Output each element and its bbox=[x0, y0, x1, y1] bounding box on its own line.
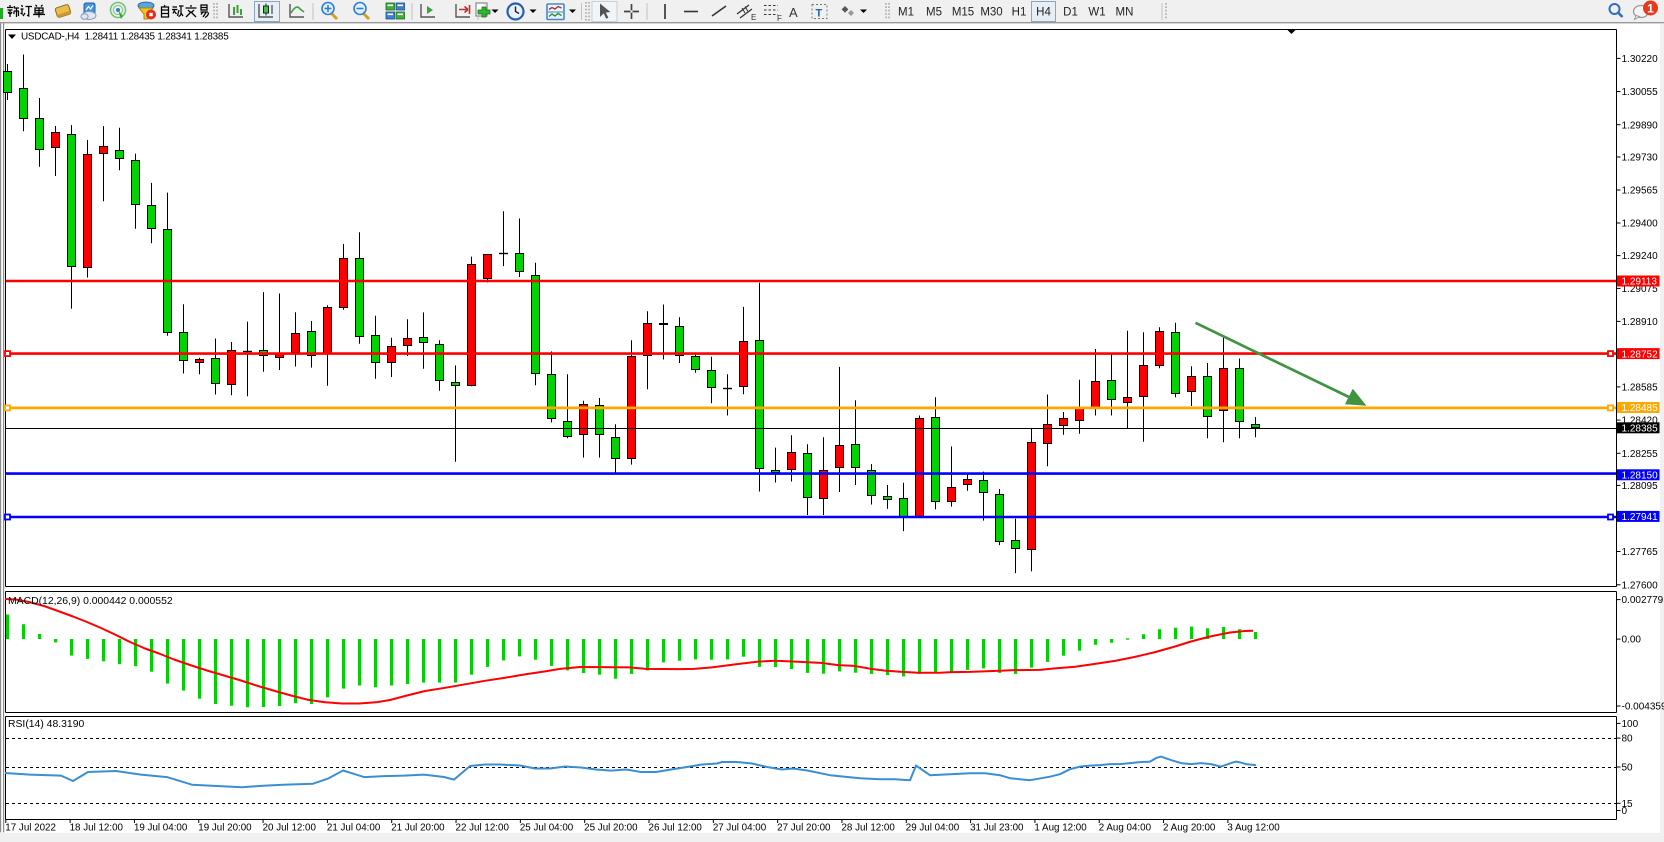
svg-text:3 Aug 12:00: 3 Aug 12:00 bbox=[1227, 823, 1280, 834]
svg-text:1 Aug 12:00: 1 Aug 12:00 bbox=[1034, 823, 1087, 834]
svg-text:E: E bbox=[751, 13, 756, 22]
svg-text:1.29240: 1.29240 bbox=[1622, 251, 1659, 262]
svg-text:1.28385: 1.28385 bbox=[1622, 424, 1659, 435]
svg-text:H4: H4 bbox=[1036, 7, 1051, 19]
svg-text:31 Jul 23:00: 31 Jul 23:00 bbox=[970, 823, 1024, 834]
svg-text:1: 1 bbox=[1647, 1, 1654, 15]
svg-text:H1: H1 bbox=[1012, 7, 1027, 19]
svg-text:1.27600: 1.27600 bbox=[1622, 580, 1659, 591]
svg-text:25 Jul 04:00: 25 Jul 04:00 bbox=[520, 823, 574, 834]
svg-text:1.28255: 1.28255 bbox=[1622, 449, 1659, 460]
svg-text:1.29565: 1.29565 bbox=[1622, 186, 1659, 197]
svg-text:1.30220: 1.30220 bbox=[1622, 54, 1659, 65]
svg-text:25 Jul 20:00: 25 Jul 20:00 bbox=[584, 823, 638, 834]
svg-text:1.28420: 1.28420 bbox=[1622, 416, 1659, 427]
svg-text:1.28752: 1.28752 bbox=[1622, 349, 1659, 360]
svg-text:D1: D1 bbox=[1063, 7, 1078, 19]
svg-text:T: T bbox=[816, 8, 823, 20]
svg-text:F: F bbox=[777, 14, 782, 23]
svg-text:1.28150: 1.28150 bbox=[1622, 471, 1659, 482]
svg-text:28 Jul 12:00: 28 Jul 12:00 bbox=[841, 823, 895, 834]
svg-text:1.29400: 1.29400 bbox=[1622, 219, 1659, 230]
svg-text:29 Jul 04:00: 29 Jul 04:00 bbox=[906, 823, 960, 834]
svg-text:0.002779: 0.002779 bbox=[1622, 595, 1664, 606]
svg-text:1.29890: 1.29890 bbox=[1622, 120, 1659, 131]
svg-text:MACD(12,26,9) 0.000442 0.00055: MACD(12,26,9) 0.000442 0.000552 bbox=[8, 596, 173, 607]
svg-text:1.28095: 1.28095 bbox=[1622, 481, 1659, 492]
svg-text:50: 50 bbox=[1622, 763, 1634, 774]
svg-text:27 Jul 04:00: 27 Jul 04:00 bbox=[713, 823, 767, 834]
svg-text:-0.004359: -0.004359 bbox=[1622, 702, 1664, 713]
svg-text:19 Jul 20:00: 19 Jul 20:00 bbox=[198, 823, 252, 834]
svg-text:1.27765: 1.27765 bbox=[1622, 547, 1659, 558]
svg-text:15: 15 bbox=[1622, 799, 1634, 810]
svg-text:1.28585: 1.28585 bbox=[1622, 383, 1659, 394]
svg-text:18 Jul 12:00: 18 Jul 12:00 bbox=[70, 823, 124, 834]
svg-text:20 Jul 12:00: 20 Jul 12:00 bbox=[263, 823, 317, 834]
svg-text:MN: MN bbox=[1116, 7, 1134, 19]
svg-text:1.27941: 1.27941 bbox=[1622, 512, 1659, 523]
svg-text:M1: M1 bbox=[898, 7, 914, 19]
svg-text:26 Jul 12:00: 26 Jul 12:00 bbox=[649, 823, 703, 834]
svg-text:M5: M5 bbox=[926, 7, 942, 19]
svg-text:A: A bbox=[789, 5, 798, 20]
svg-text:1.30055: 1.30055 bbox=[1622, 87, 1659, 98]
svg-text:80: 80 bbox=[1622, 734, 1634, 745]
svg-text:2 Aug 20:00: 2 Aug 20:00 bbox=[1163, 823, 1216, 834]
svg-text:100: 100 bbox=[1622, 719, 1639, 730]
svg-text:27 Jul 20:00: 27 Jul 20:00 bbox=[777, 823, 831, 834]
svg-text:1.29113: 1.29113 bbox=[1622, 277, 1658, 288]
svg-text:1.28910: 1.28910 bbox=[1622, 317, 1659, 328]
svg-text:17 Jul 2022: 17 Jul 2022 bbox=[5, 823, 56, 834]
svg-text:M30: M30 bbox=[980, 7, 1002, 19]
svg-text:21 Jul 20:00: 21 Jul 20:00 bbox=[391, 823, 445, 834]
svg-text:W1: W1 bbox=[1088, 7, 1105, 19]
svg-text:0: 0 bbox=[1622, 806, 1628, 817]
svg-text:21 Jul 04:00: 21 Jul 04:00 bbox=[327, 823, 381, 834]
svg-text:0.00: 0.00 bbox=[1622, 635, 1642, 646]
svg-text:M15: M15 bbox=[952, 7, 974, 19]
svg-text:1.28485: 1.28485 bbox=[1622, 403, 1659, 414]
svg-text:RSI(14) 48.3190: RSI(14) 48.3190 bbox=[8, 719, 84, 730]
svg-text:2 Aug 04:00: 2 Aug 04:00 bbox=[1099, 823, 1152, 834]
svg-text:1.29075: 1.29075 bbox=[1622, 284, 1659, 295]
svg-text:USDCAD-,H4 1.28411 1.28435 1.: USDCAD-,H4 1.28411 1.28435 1.28341 1.283… bbox=[21, 31, 229, 42]
svg-text:1.29730: 1.29730 bbox=[1622, 153, 1659, 164]
svg-text:19 Jul 04:00: 19 Jul 04:00 bbox=[134, 823, 188, 834]
svg-text:22 Jul 12:00: 22 Jul 12:00 bbox=[456, 823, 510, 834]
